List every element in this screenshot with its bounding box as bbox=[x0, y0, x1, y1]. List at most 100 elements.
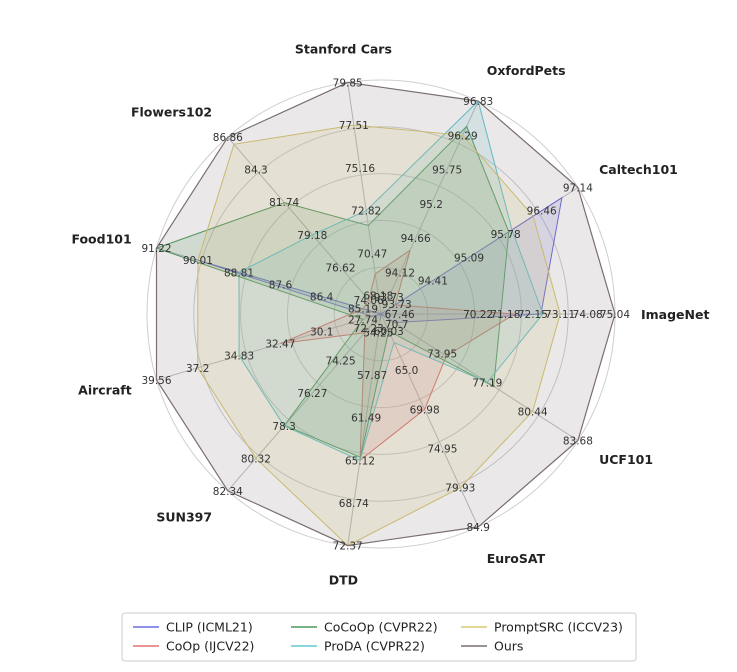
tick-label-ucf101: 77.19 bbox=[472, 377, 502, 389]
tick-label-oxfordpets: 94.12 bbox=[385, 267, 415, 279]
tick-label-dtd: 72.37 bbox=[333, 541, 363, 553]
axis-spoke-sun397 bbox=[227, 313, 382, 492]
tick-label-aircraft: 30.1 bbox=[310, 326, 333, 338]
axis-label-aircraft: Aircraft bbox=[78, 383, 132, 398]
axis-label-ucf101: UCF101 bbox=[599, 452, 653, 467]
legend-label-promptsrc-iccv23: PromptSRC (ICCV23) bbox=[494, 620, 623, 635]
tick-label-imagenet: 67.46 bbox=[385, 309, 415, 321]
radar-series bbox=[154, 81, 616, 547]
legend-label-proda-cvpr22: ProDA (CVPR22) bbox=[324, 639, 425, 654]
tick-label-ucf101: 80.44 bbox=[518, 407, 548, 419]
tick-label-ucf101: 70.7 bbox=[385, 319, 408, 331]
tick-label-caltech101: 96.46 bbox=[527, 206, 557, 218]
tick-label-ucf101: 83.68 bbox=[563, 436, 593, 448]
axis-spoke-eurosat bbox=[380, 313, 479, 528]
tick-label-imagenet: 70.22 bbox=[463, 309, 493, 321]
axis-spoke-flowers102 bbox=[227, 136, 382, 315]
axis-label-oxfordpets: OxfordPets bbox=[487, 63, 566, 78]
tick-label-caltech101: 94.41 bbox=[418, 276, 448, 288]
radar-axis-labels: ImageNet Caltech101 OxfordPets Stanford Car… bbox=[71, 42, 709, 588]
tick-label-sun397: 76.27 bbox=[297, 388, 327, 400]
tick-label-dtd: 61.49 bbox=[351, 413, 381, 425]
tick-label-oxfordpets: 95.2 bbox=[420, 199, 443, 211]
tick-label-food101: 85.19 bbox=[348, 304, 378, 316]
tick-label-aircraft: 39.56 bbox=[141, 375, 171, 387]
tick-label-food101: 87.6 bbox=[269, 280, 293, 292]
tick-label-oxfordpets: 93.73 bbox=[374, 292, 404, 304]
tick-label-imagenet: 71.18 bbox=[490, 309, 520, 321]
series-area-promptsrc-iccv23 bbox=[197, 124, 561, 547]
axis-spoke-oxfordpets bbox=[380, 100, 479, 315]
tick-label-imagenet: 74.08 bbox=[573, 309, 603, 321]
axis-label-sun397: SUN397 bbox=[156, 510, 212, 525]
tick-label-flowers102: 86.86 bbox=[213, 132, 243, 144]
tick-label-food101: 91.22 bbox=[141, 243, 171, 255]
legend-label-clip-icml21: CLIP (ICML21) bbox=[166, 620, 253, 635]
axis-label-caltech101: Caltech101 bbox=[599, 162, 678, 177]
axis-spoke-aircraft bbox=[156, 313, 382, 381]
tick-label-sun397: 72.23 bbox=[354, 323, 384, 335]
tick-label-sun397: 74.25 bbox=[326, 356, 356, 368]
legend-box bbox=[121, 612, 637, 662]
tick-label-stanford-cars: 72.82 bbox=[351, 206, 381, 218]
tick-label-sun397: 80.32 bbox=[241, 453, 271, 465]
tick-label-eurosat: 69.98 bbox=[410, 404, 440, 416]
tick-label-eurosat: 74.95 bbox=[427, 444, 457, 456]
axis-spoke-dtd bbox=[347, 313, 382, 546]
legend: CLIP (ICML21) CoOp (IJCV22) CoCoOp (CVPR22… bbox=[121, 612, 637, 662]
tick-label-oxfordpets: 94.66 bbox=[401, 233, 431, 245]
axis-spoke-stanford-cars bbox=[347, 82, 382, 315]
tick-label-dtd: 68.74 bbox=[339, 498, 369, 510]
tick-label-aircraft: 27.74 bbox=[348, 314, 378, 326]
series-area-clip-icml21 bbox=[194, 196, 563, 324]
tick-label-aircraft: 37.2 bbox=[186, 363, 209, 375]
tick-label-dtd: 65.12 bbox=[345, 455, 375, 467]
tick-label-caltech101: 95.09 bbox=[454, 253, 484, 265]
legend-label-coop-ijcv22: CoOp (IJCV22) bbox=[166, 639, 254, 654]
series-area-cocoop-cvpr22 bbox=[154, 125, 510, 458]
tick-label-aircraft: 34.83 bbox=[224, 351, 254, 363]
tick-label-flowers102: 76.62 bbox=[325, 262, 355, 274]
legend-label-cocoop-cvpr22: CoCoOp (CVPR22) bbox=[324, 620, 438, 635]
tick-label-imagenet: 73.11 bbox=[545, 309, 575, 321]
tick-label-caltech101: 95.78 bbox=[491, 229, 521, 241]
axis-label-food101: Food101 bbox=[71, 232, 131, 247]
tick-label-caltech101: 97.14 bbox=[563, 183, 593, 195]
tick-label-aircraft: 32.47 bbox=[265, 339, 295, 351]
tick-label-food101: 86.4 bbox=[310, 292, 334, 304]
tick-label-food101: 88.81 bbox=[224, 267, 254, 279]
tick-label-food101: 90.01 bbox=[183, 255, 213, 267]
tick-label-stanford-cars: 79.85 bbox=[333, 77, 363, 89]
tick-label-eurosat: 84.9 bbox=[467, 522, 490, 534]
tick-label-imagenet: 75.04 bbox=[600, 309, 630, 321]
tick-label-dtd: 54.25 bbox=[363, 328, 393, 340]
series-area-coop-ijcv22 bbox=[280, 249, 517, 462]
tick-label-oxfordpets: 95.75 bbox=[432, 164, 462, 176]
series-area-proda-cvpr22 bbox=[238, 100, 544, 462]
tick-label-imagenet: 72.15 bbox=[518, 309, 548, 321]
tick-label-sun397: 82.34 bbox=[213, 486, 243, 498]
tick-label-sun397: 78.3 bbox=[272, 421, 295, 433]
tick-label-oxfordpets: 96.83 bbox=[463, 96, 493, 108]
axis-label-imagenet: ImageNet bbox=[641, 307, 709, 322]
axis-spoke-ucf101 bbox=[380, 313, 579, 441]
tick-label-stanford-cars: 70.47 bbox=[357, 249, 387, 261]
axis-label-stanford-cars: Stanford Cars bbox=[295, 42, 392, 57]
radar-grid bbox=[146, 79, 616, 549]
tick-label-stanford-cars: 68.18 bbox=[363, 291, 393, 303]
tick-label-dtd: 57.87 bbox=[357, 370, 387, 382]
tick-label-ucf101: 73.95 bbox=[427, 348, 457, 360]
tick-label-flowers102: 84.3 bbox=[244, 165, 267, 177]
tick-label-eurosat: 79.93 bbox=[445, 483, 475, 495]
tick-label-flowers102: 81.74 bbox=[269, 197, 299, 209]
tick-label-caltech101: 93.73 bbox=[382, 299, 412, 311]
axis-label-flowers102: Flowers102 bbox=[131, 105, 212, 120]
tick-label-flowers102: 79.18 bbox=[297, 230, 327, 242]
axis-label-dtd: DTD bbox=[329, 572, 358, 587]
axis-label-eurosat: EuroSAT bbox=[487, 551, 546, 566]
legend-label-ours: Ours bbox=[494, 639, 523, 654]
tick-label-eurosat: 60.03 bbox=[374, 326, 404, 338]
tick-label-stanford-cars: 75.16 bbox=[345, 163, 375, 175]
